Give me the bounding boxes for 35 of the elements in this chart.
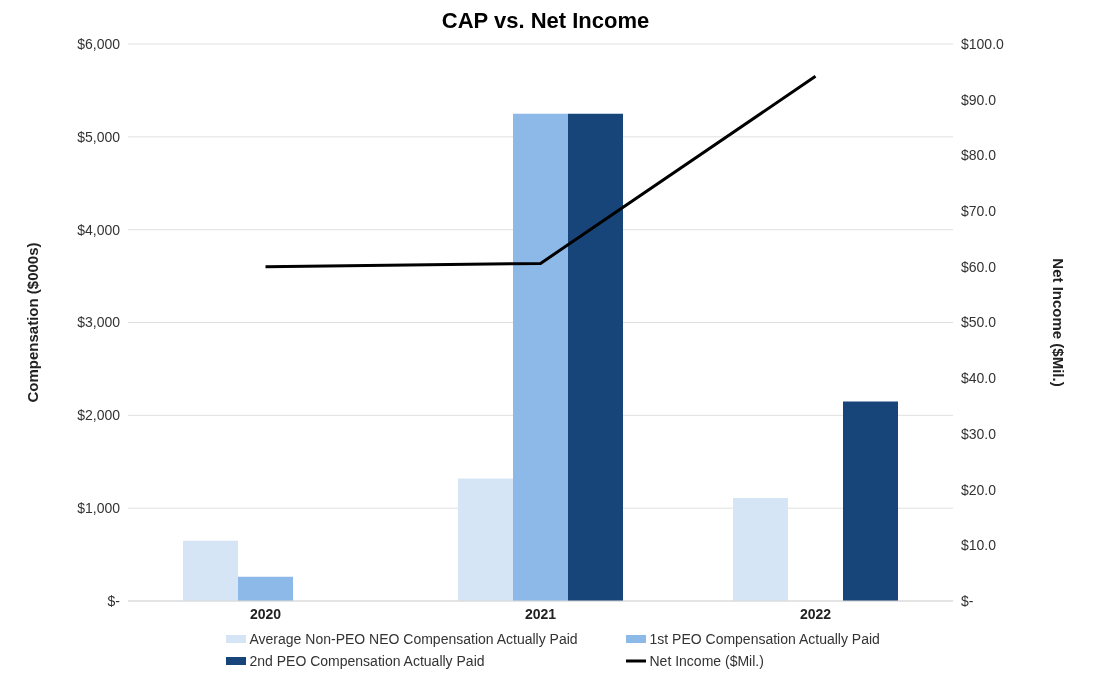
bar bbox=[238, 576, 293, 601]
y-tick-label: $4,000 bbox=[77, 221, 121, 238]
y-tick-label: $2,000 bbox=[77, 407, 121, 424]
bar bbox=[458, 478, 513, 601]
x-tick-label: 2022 bbox=[799, 605, 832, 622]
legend-label: 2nd PEO Compensation Actually Paid bbox=[249, 653, 485, 669]
bar bbox=[568, 113, 623, 601]
y-tick-label: $3,000 bbox=[77, 314, 121, 331]
y2-tick-label: $100.0 bbox=[961, 35, 1005, 52]
y-tick-label: $1,000 bbox=[77, 500, 121, 517]
y-tick-label: $5,000 bbox=[77, 128, 121, 145]
bar bbox=[843, 401, 898, 601]
legend-label: Average Non-PEO NEO Compensation Actually Paid bbox=[249, 631, 578, 647]
y2-tick-label: $60.0 bbox=[961, 258, 997, 275]
y2-tick-label: $30.0 bbox=[961, 425, 997, 442]
chart-title: CAP vs. Net Income bbox=[440, 8, 651, 34]
y2-tick-label: $90.0 bbox=[961, 91, 997, 108]
y2-tick-label: $10.0 bbox=[961, 537, 997, 554]
y-axis-title: Compensation ($000s) bbox=[24, 242, 42, 403]
y-tick-label: $- bbox=[107, 592, 121, 609]
bar bbox=[733, 497, 788, 601]
legend-label: Net Income ($Mil.) bbox=[649, 653, 764, 669]
y-tick-label: $6,000 bbox=[77, 35, 121, 52]
y2-tick-label: $20.0 bbox=[961, 481, 997, 498]
y2-tick-label: $- bbox=[961, 592, 974, 609]
y2-axis-title: Net Income ($Mil.) bbox=[1049, 258, 1067, 387]
y2-tick-label: $70.0 bbox=[961, 203, 997, 220]
y2-tick-label: $80.0 bbox=[961, 147, 997, 164]
y2-tick-label: $40.0 bbox=[961, 370, 997, 387]
y2-tick-label: $50.0 bbox=[961, 314, 997, 331]
x-tick-label: 2021 bbox=[524, 605, 557, 622]
legend-label: 1st PEO Compensation Actually Paid bbox=[649, 631, 880, 647]
bar bbox=[513, 113, 568, 601]
bar bbox=[183, 540, 238, 601]
x-tick-label: 2020 bbox=[249, 605, 282, 622]
